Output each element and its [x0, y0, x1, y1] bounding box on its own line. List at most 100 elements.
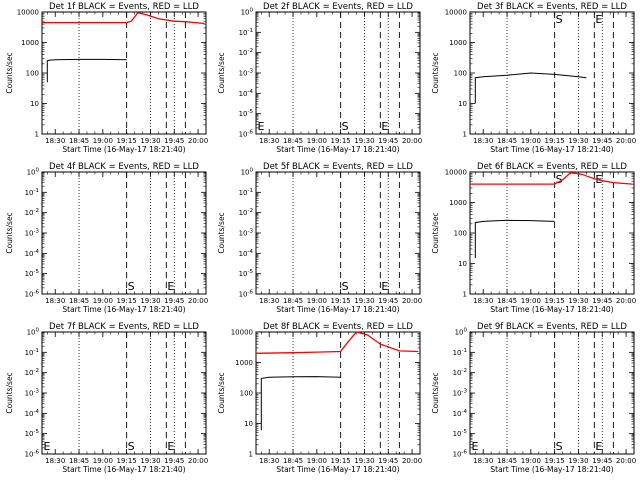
y-axis-label: Counts/sec — [431, 372, 440, 413]
x-tick-label: 19:45 — [592, 457, 612, 465]
x-tick-label: 18:30 — [473, 297, 493, 305]
lld-series-line — [255, 331, 419, 354]
x-tick-label: 20:00 — [616, 137, 636, 145]
plot-frame — [41, 11, 207, 135]
y-tick-label: 10-2 — [239, 208, 253, 217]
y-tick-label: 10-1 — [239, 28, 253, 37]
y-tick-label: 100 — [454, 70, 467, 78]
x-tick-label: 19:00 — [93, 297, 113, 305]
x-tick-label: 20:00 — [402, 297, 422, 305]
event-marker-e: E — [167, 440, 174, 453]
y-tick-label: 100 — [454, 230, 467, 238]
y-tick-label: 10-3 — [25, 389, 40, 398]
y-tick-label: 10-5 — [25, 429, 40, 438]
plot-frame — [255, 11, 421, 135]
y-tick-label: 100 — [27, 328, 40, 337]
y-tick-label: 10-6 — [25, 290, 40, 299]
x-tick-label: 19:30 — [140, 457, 160, 465]
x-tick-label: 20:00 — [616, 457, 636, 465]
events-series-line — [46, 58, 127, 83]
x-tick-label: 19:15 — [117, 457, 137, 465]
x-tick-label: 20:00 — [188, 457, 208, 465]
x-tick-label: 19:45 — [378, 457, 398, 465]
x-tick-label: 19:30 — [354, 137, 374, 145]
lld-series-line — [42, 11, 205, 25]
y-tick-label: 10-2 — [25, 368, 39, 377]
y-tick-label: 1000 — [21, 39, 39, 47]
event-marker-e: E — [595, 440, 602, 453]
event-marker-s: S — [128, 280, 135, 293]
x-tick-label: 18:30 — [259, 297, 279, 305]
x-tick-label: 19:45 — [592, 297, 612, 305]
y-tick-label: 10-2 — [453, 368, 467, 377]
event-marker-s: S — [556, 173, 563, 186]
y-tick-label: 1000 — [235, 359, 253, 367]
x-tick-label: 19:15 — [331, 457, 351, 465]
event-marker-e: E — [381, 120, 388, 133]
event-marker-s: S — [556, 13, 563, 26]
x-tick-label: 18:30 — [473, 137, 493, 145]
x-tick-label: 19:45 — [164, 297, 184, 305]
y-tick-label: 100 — [455, 328, 468, 337]
x-tick-label: 19:15 — [117, 137, 137, 145]
y-axis-label: Counts/sec — [5, 372, 14, 413]
event-marker-e: E — [472, 440, 479, 453]
x-tick-label: 18:30 — [473, 457, 493, 465]
x-tick-label: 19:15 — [545, 457, 565, 465]
plot-title: Det 6f BLACK = Events, RED = LLD — [477, 162, 627, 172]
plot-title: Det 9f BLACK = Events, RED = LLD — [477, 322, 627, 332]
detector-plot-6: Det 6f BLACK = Events, RED = LLD 1 10 100 10… — [431, 162, 636, 314]
x-tick-label: 19:45 — [164, 137, 184, 145]
x-tick-label: 19:45 — [164, 457, 184, 465]
y-tick-label: 10000 — [231, 329, 253, 337]
plot-title: Det 3f BLACK = Events, RED = LLD — [477, 2, 627, 12]
event-marker-s: S — [556, 440, 563, 453]
x-tick-label: 19:30 — [568, 137, 588, 145]
plot-frame — [255, 331, 421, 455]
x-tick-label: 19:15 — [331, 137, 351, 145]
event-marker-e: E — [258, 120, 265, 133]
detector-plot-7: Det 7f BLACK = Events, RED = LLD 10-6 10-5… — [5, 322, 208, 474]
y-tick-label: 10-4 — [25, 409, 40, 418]
y-tick-label: 10-6 — [239, 130, 254, 139]
x-tick-label: 18:45 — [69, 457, 89, 465]
plot-frame — [469, 171, 635, 295]
y-tick-label: 100 — [241, 8, 254, 17]
x-tick-label: 20:00 — [616, 297, 636, 305]
y-axis-label: Counts/sec — [5, 52, 14, 93]
plot-frame — [469, 11, 635, 135]
events-series-line — [474, 72, 587, 104]
y-tick-label: 10-5 — [239, 109, 254, 118]
y-tick-label: 10-1 — [453, 348, 467, 357]
x-tick-label: 19:00 — [93, 457, 113, 465]
y-tick-label: 10-2 — [25, 208, 39, 217]
x-tick-label: 19:00 — [93, 137, 113, 145]
x-tick-label: 20:00 — [188, 297, 208, 305]
y-tick-label: 100 — [241, 168, 254, 177]
x-tick-label: 18:45 — [497, 457, 517, 465]
x-tick-label: 20:00 — [188, 137, 208, 145]
y-tick-label: 10000 — [17, 9, 39, 17]
x-tick-label: 19:45 — [378, 137, 398, 145]
plot-title: Det 2f BLACK = Events, RED = LLD — [263, 2, 413, 12]
x-tick-label: 19:30 — [568, 297, 588, 305]
x-tick-label: 19:30 — [354, 457, 374, 465]
x-axis-label: Start Time (16-May-17 18:21:40) — [62, 465, 185, 474]
event-marker-s: S — [128, 440, 135, 453]
x-tick-label: 18:45 — [283, 297, 303, 305]
x-axis-label: Start Time (16-May-17 18:21:40) — [62, 145, 185, 154]
y-tick-label: 10-1 — [25, 188, 39, 197]
x-tick-label: 19:15 — [331, 297, 351, 305]
x-axis-label: Start Time (16-May-17 18:21:40) — [276, 305, 399, 314]
y-axis-label: Counts/sec — [217, 52, 226, 93]
y-tick-label: 10-3 — [25, 229, 40, 238]
plot-title: Det 8f BLACK = Events, RED = LLD — [263, 322, 413, 332]
x-tick-label: 19:45 — [378, 297, 398, 305]
x-tick-label: 18:45 — [283, 457, 303, 465]
y-axis-label: Counts/sec — [431, 52, 440, 93]
y-tick-label: 10-4 — [453, 409, 468, 418]
x-axis-label: Start Time (16-May-17 18:21:40) — [490, 305, 613, 314]
x-axis-label: Start Time (16-May-17 18:21:40) — [276, 465, 399, 474]
y-tick-label: 10-3 — [239, 69, 254, 78]
